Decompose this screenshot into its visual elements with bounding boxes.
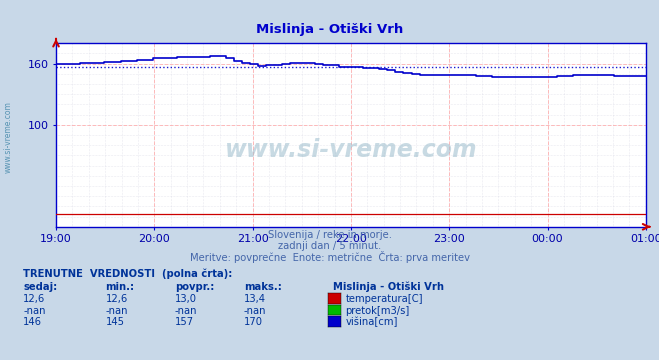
Text: maks.:: maks.: (244, 282, 281, 292)
Text: 145: 145 (105, 318, 125, 328)
Text: pretok[m3/s]: pretok[m3/s] (345, 306, 409, 316)
Text: 13,0: 13,0 (175, 294, 196, 305)
Text: -nan: -nan (244, 306, 266, 316)
Text: 13,4: 13,4 (244, 294, 266, 305)
Text: min.:: min.: (105, 282, 134, 292)
Text: Mislinja - Otiški Vrh: Mislinja - Otiški Vrh (333, 281, 444, 292)
Text: 12,6: 12,6 (105, 294, 128, 305)
Text: Meritve: povprečne  Enote: metrične  Črta: prva meritev: Meritve: povprečne Enote: metrične Črta:… (190, 251, 469, 263)
Text: -nan: -nan (23, 306, 45, 316)
Text: www.si-vreme.com: www.si-vreme.com (225, 138, 477, 162)
Text: TRENUTNE  VREDNOSTI  (polna črta):: TRENUTNE VREDNOSTI (polna črta): (23, 269, 233, 279)
Text: sedaj:: sedaj: (23, 282, 57, 292)
Text: -nan: -nan (175, 306, 197, 316)
Text: zadnji dan / 5 minut.: zadnji dan / 5 minut. (278, 241, 381, 251)
Text: 157: 157 (175, 318, 194, 328)
Text: -nan: -nan (105, 306, 128, 316)
Text: www.si-vreme.com: www.si-vreme.com (4, 101, 13, 173)
Text: povpr.:: povpr.: (175, 282, 214, 292)
Text: Mislinja - Otiški Vrh: Mislinja - Otiški Vrh (256, 23, 403, 36)
Text: 12,6: 12,6 (23, 294, 45, 305)
Text: višina[cm]: višina[cm] (345, 317, 397, 328)
Text: temperatura[C]: temperatura[C] (345, 294, 423, 305)
Text: Slovenija / reke in morje.: Slovenija / reke in morje. (268, 230, 391, 240)
Text: 146: 146 (23, 318, 42, 328)
Text: 170: 170 (244, 318, 263, 328)
